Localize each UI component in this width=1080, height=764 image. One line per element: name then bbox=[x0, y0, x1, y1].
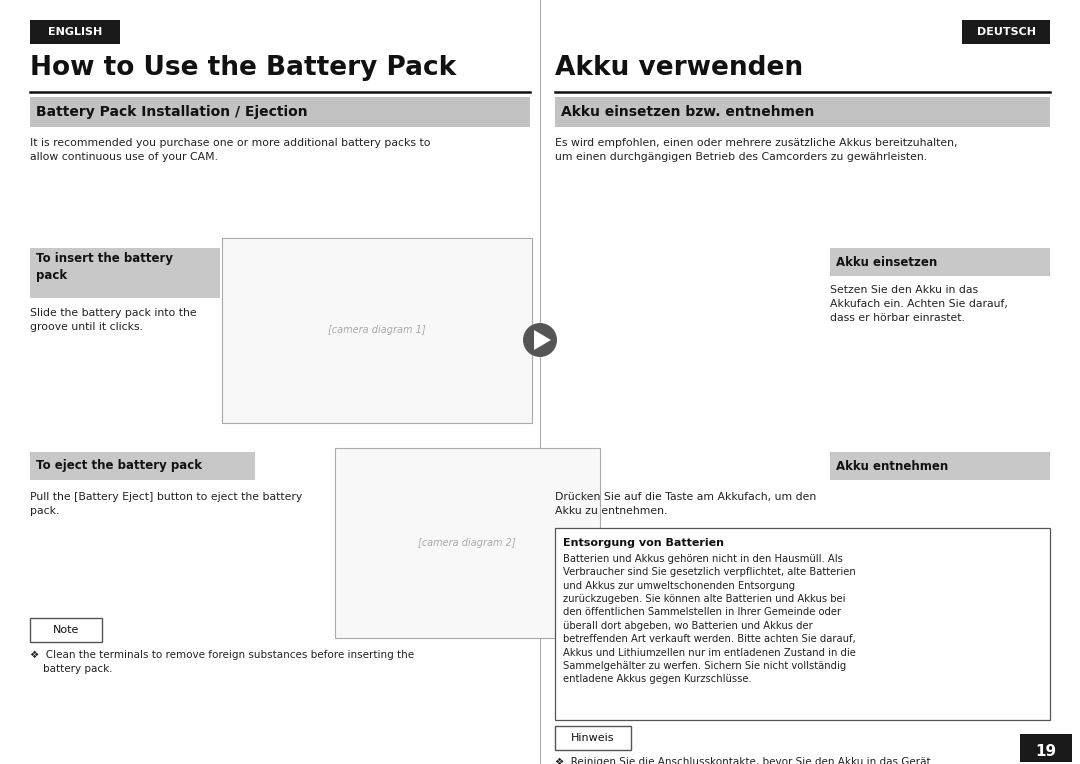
Bar bbox=[30, 618, 102, 642]
Circle shape bbox=[523, 323, 557, 357]
Text: ENGLISH: ENGLISH bbox=[48, 27, 103, 37]
Text: ❖  Clean the terminals to remove foreign substances before inserting the
    bat: ❖ Clean the terminals to remove foreign … bbox=[30, 650, 414, 674]
Polygon shape bbox=[534, 330, 551, 350]
Bar bbox=[962, 20, 1050, 44]
Text: [camera diagram 2]: [camera diagram 2] bbox=[418, 538, 516, 548]
Text: Akku einsetzen: Akku einsetzen bbox=[836, 255, 937, 268]
Polygon shape bbox=[1020, 738, 1044, 762]
Bar bbox=[1020, 734, 1072, 762]
Text: 19: 19 bbox=[1036, 744, 1056, 759]
Text: Akku einsetzen bzw. entnehmen: Akku einsetzen bzw. entnehmen bbox=[561, 105, 814, 119]
Text: Hinweis: Hinweis bbox=[571, 733, 615, 743]
Text: Akku verwenden: Akku verwenden bbox=[555, 55, 804, 81]
Bar bbox=[831, 248, 1050, 276]
Text: Setzen Sie den Akku in das
Akkufach ein. Achten Sie darauf,
dass er hörbar einra: Setzen Sie den Akku in das Akkufach ein.… bbox=[831, 285, 1008, 323]
Bar bbox=[30, 248, 220, 298]
Bar bbox=[555, 97, 1050, 127]
Text: Entsorgung von Batterien: Entsorgung von Batterien bbox=[563, 538, 724, 548]
Text: To insert the battery
pack: To insert the battery pack bbox=[36, 252, 173, 282]
Text: DEUTSCH: DEUTSCH bbox=[976, 27, 1036, 37]
Text: Note: Note bbox=[53, 625, 79, 635]
Text: [camera diagram 1]: [camera diagram 1] bbox=[328, 325, 426, 335]
Text: Es wird empfohlen, einen oder mehrere zusätzliche Akkus bereitzuhalten,
um einen: Es wird empfohlen, einen oder mehrere zu… bbox=[555, 138, 958, 162]
Text: It is recommended you purchase one or more additional battery packs to
allow con: It is recommended you purchase one or mo… bbox=[30, 138, 431, 162]
Text: Slide the battery pack into the
groove until it clicks.: Slide the battery pack into the groove u… bbox=[30, 308, 197, 332]
Bar bbox=[831, 452, 1050, 480]
Text: Batterien und Akkus gehören nicht in den Hausmüll. Als
Verbraucher sind Sie gese: Batterien und Akkus gehören nicht in den… bbox=[563, 554, 855, 685]
Bar bbox=[222, 238, 532, 423]
Text: Battery Pack Installation / Ejection: Battery Pack Installation / Ejection bbox=[36, 105, 308, 119]
Bar bbox=[30, 452, 255, 480]
Bar bbox=[335, 448, 600, 638]
Bar bbox=[30, 97, 530, 127]
Text: Pull the [Battery Eject] button to eject the battery
pack.: Pull the [Battery Eject] button to eject… bbox=[30, 492, 302, 516]
Text: Akku entnehmen: Akku entnehmen bbox=[836, 459, 948, 472]
Bar bbox=[555, 726, 631, 750]
Text: How to Use the Battery Pack: How to Use the Battery Pack bbox=[30, 55, 456, 81]
Text: To eject the battery pack: To eject the battery pack bbox=[36, 459, 202, 472]
Bar bbox=[555, 528, 1050, 720]
Bar bbox=[30, 20, 120, 44]
Text: Drücken Sie auf die Taste am Akkufach, um den
Akku zu entnehmen.: Drücken Sie auf die Taste am Akkufach, u… bbox=[555, 492, 816, 516]
Text: ❖  Reinigen Sie die Anschlusskontakte, bevor Sie den Akku in das Gerät
    einse: ❖ Reinigen Sie die Anschlusskontakte, be… bbox=[555, 757, 931, 764]
